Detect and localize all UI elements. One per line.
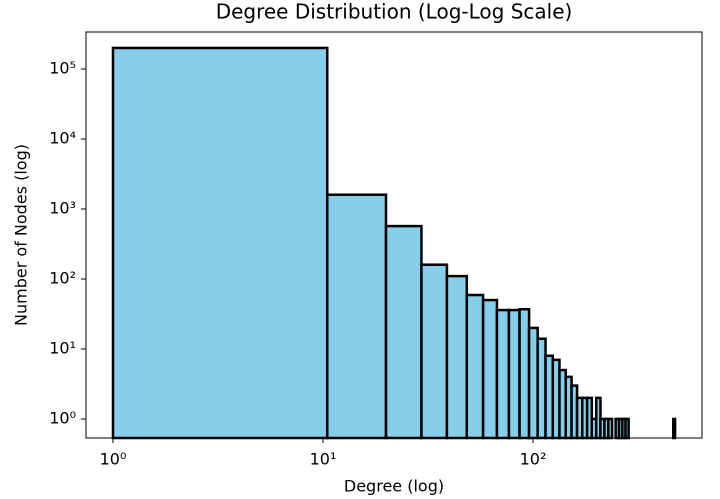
bar <box>518 307 531 440</box>
chart-title: Degree Distribution (Log-Log Scale) <box>216 0 573 24</box>
y-axis-label: Number of Nodes (log) <box>12 144 31 326</box>
x-tick-label: 10⁰ <box>100 450 127 469</box>
y-tick-label: 10⁰ <box>49 408 76 427</box>
y-tick-label: 10³ <box>49 199 76 218</box>
plot-frame <box>85 31 703 439</box>
x-axis-label: Degree (log) <box>344 477 444 496</box>
bar <box>495 308 511 440</box>
bar <box>527 326 539 440</box>
bar <box>445 274 469 440</box>
bar <box>607 417 614 440</box>
bar <box>465 293 485 440</box>
bar <box>507 308 521 440</box>
bar <box>420 263 449 440</box>
y-tick-label: 10⁴ <box>49 129 76 148</box>
bar <box>326 193 388 440</box>
x-tick-label: 10¹ <box>310 450 337 469</box>
x-tick-label: 10² <box>520 450 547 469</box>
y-tick-label: 10⁵ <box>49 59 76 78</box>
y-tick-label: 10² <box>49 269 76 288</box>
y-tick-label: 10¹ <box>49 338 76 357</box>
bar <box>672 417 677 440</box>
bar <box>111 46 329 440</box>
bar <box>624 417 630 440</box>
bar <box>384 224 423 440</box>
bar <box>481 298 499 440</box>
